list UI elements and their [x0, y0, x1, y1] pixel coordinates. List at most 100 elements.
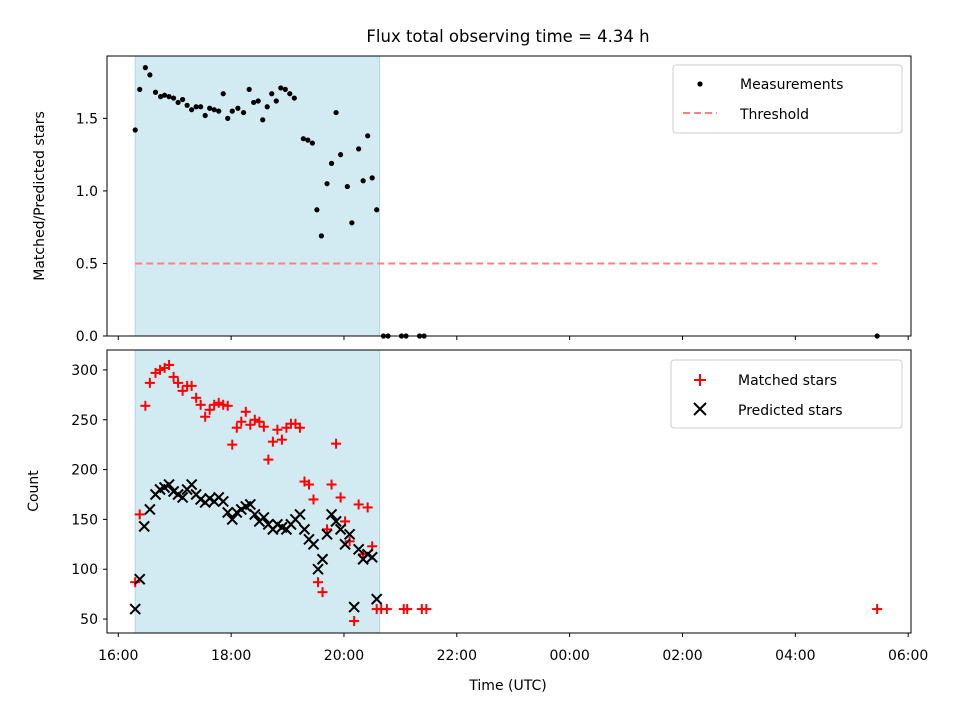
measurement-point	[349, 220, 355, 226]
matched-star-point	[213, 397, 224, 408]
x-tick-label: 04:00	[775, 648, 815, 664]
measurement-point	[175, 99, 181, 106]
matched-star-point	[254, 416, 265, 427]
predicted-star-point	[352, 543, 365, 556]
measurement-point	[255, 98, 261, 104]
top-legend-label-measurements: Measurements	[740, 77, 843, 93]
x-tick-label: 00:00	[549, 648, 589, 664]
measurement-point	[137, 86, 143, 92]
matched-star-point	[872, 604, 883, 615]
matched-star-point	[130, 577, 141, 588]
measurement-point	[251, 99, 257, 106]
matched-star-point	[236, 416, 247, 427]
matched-star-point	[349, 616, 360, 627]
measurement-point	[273, 98, 279, 104]
matched-star-point	[317, 587, 328, 598]
bottom-axes-frame	[106, 349, 912, 634]
bottom-y-tick-label: 150	[71, 512, 98, 528]
matched-star-point	[173, 377, 184, 388]
top-panel: Matched/Predicted stars Measurements Thr…	[32, 55, 912, 339]
matched-star-point	[209, 399, 220, 410]
measurement-point	[211, 107, 217, 113]
matched-star-point	[134, 509, 145, 520]
predicted-star-point	[226, 513, 238, 526]
matched-star-point	[200, 411, 211, 422]
measurement-point	[220, 91, 226, 97]
predicted-star-point	[134, 573, 146, 585]
measurement-point	[282, 86, 288, 92]
measurement-point	[229, 108, 235, 114]
top-legend-label-threshold: Threshold	[739, 107, 809, 123]
predicted-star-point	[366, 551, 378, 563]
matched-star-point	[245, 419, 256, 430]
matched-star-point	[164, 359, 175, 370]
matched-star-point	[249, 414, 260, 425]
measurement-point	[318, 233, 324, 239]
measurement-point	[300, 136, 306, 142]
predicted-star-point	[138, 520, 150, 533]
predicted-star-point	[163, 478, 175, 491]
measurement-point	[360, 178, 366, 184]
measurement-point	[291, 95, 297, 101]
measurement-point	[184, 102, 190, 108]
measurement-point	[207, 105, 213, 111]
top-legend: Measurements Threshold	[672, 64, 903, 134]
chart-title: Flux total observing time = 4.34 h	[366, 27, 649, 46]
bottom-y-axis-label: Count	[26, 470, 42, 512]
measurement-point	[314, 207, 320, 213]
top-y-tick-label: 0.5	[76, 256, 98, 272]
matched-star-point	[231, 422, 242, 433]
top-plot-area	[132, 55, 880, 339]
matched-star-point	[177, 385, 188, 396]
measurement-point	[202, 112, 208, 119]
matched-star-point	[272, 424, 283, 435]
measurement-point	[152, 89, 159, 95]
measurement-point	[269, 91, 275, 97]
predicted-star-point	[325, 508, 338, 521]
measurement-point	[278, 85, 284, 91]
predicted-star-point	[298, 523, 311, 536]
matched-star-point	[144, 377, 155, 388]
predicted-star-point	[244, 498, 257, 511]
predicted-star-point	[348, 601, 360, 613]
measurement-point	[328, 160, 335, 166]
matched-star-point	[331, 438, 342, 449]
predicted-star-point	[370, 593, 383, 605]
measurement-point	[240, 109, 247, 116]
measurement-point	[356, 146, 362, 152]
bottom-legend: Matched stars Predicted stars	[670, 359, 903, 429]
top-y-tick-label: 1.0	[76, 184, 98, 200]
bottom-panel: Count Time (UTC) Matched stars Predicted…	[26, 349, 912, 694]
predicted-star-point	[294, 508, 306, 521]
measurement-point	[246, 86, 252, 92]
measurement-point	[225, 115, 231, 121]
matched-star-point	[267, 436, 278, 447]
matched-star-point	[313, 577, 324, 588]
measurement-point	[132, 127, 138, 133]
predicted-star-point	[316, 553, 329, 565]
matched-stars-legend-marker	[694, 374, 706, 386]
measurement-point	[180, 96, 186, 103]
matched-star-point	[303, 479, 314, 490]
matched-star-point	[186, 380, 197, 391]
top-y-tick-label: 1.5	[76, 111, 98, 127]
matched-star-point	[362, 502, 373, 513]
predicted-star-point	[339, 538, 351, 551]
x-tick-label: 02:00	[662, 648, 702, 664]
matched-star-point	[222, 400, 233, 411]
x-tick-label: 16:00	[98, 648, 138, 664]
measurement-point	[189, 107, 195, 113]
matched-star-point	[276, 434, 287, 445]
measurement-point	[170, 95, 177, 101]
predicted-star-point	[330, 515, 342, 528]
x-tick-label: 20:00	[324, 648, 364, 664]
matched-star-point	[155, 364, 166, 375]
predicted-star-point	[249, 508, 261, 521]
matched-star-point	[381, 604, 392, 615]
matched-star-point	[353, 499, 364, 510]
bottom-plot-area	[129, 349, 883, 634]
x-axis-label: Time (UTC)	[468, 678, 546, 694]
top-y-tick-label: 0.0	[76, 329, 98, 345]
measurement-point	[198, 104, 204, 110]
